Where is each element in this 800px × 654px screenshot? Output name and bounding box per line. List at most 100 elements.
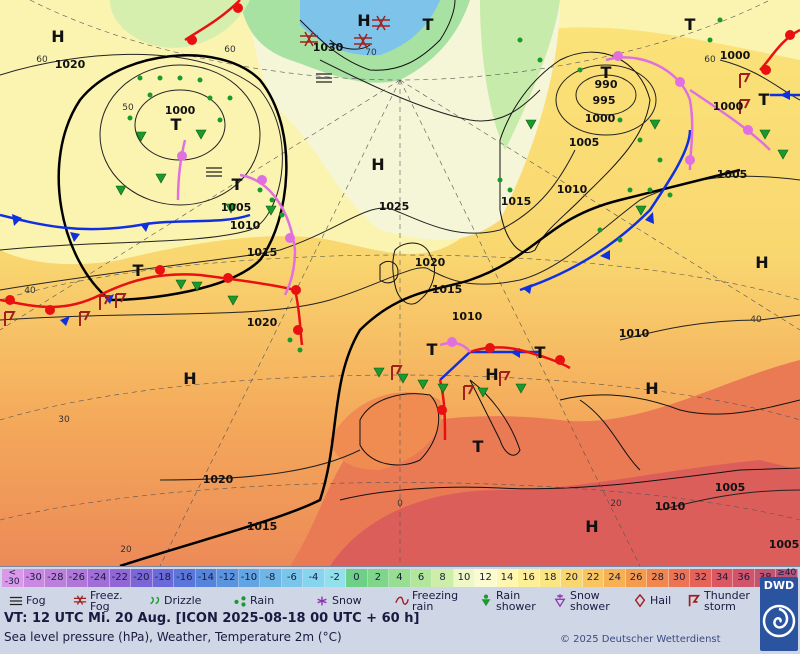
- graticule-label: 60: [704, 55, 716, 65]
- low-pressure-label: T: [427, 340, 438, 359]
- isobar-label: 1025: [379, 200, 410, 213]
- weather-legend-label: Rain: [250, 594, 275, 607]
- temperature-scale-cell: -6: [281, 569, 304, 587]
- isobar-label: 1015: [247, 246, 278, 259]
- isobar-label: 1020: [415, 256, 446, 269]
- graticule-label: 30: [58, 415, 70, 425]
- fog-symbols: [206, 73, 332, 177]
- isobar-label: 1020: [55, 58, 86, 71]
- freezing-rain-icon: [395, 596, 409, 605]
- isobar-label: 1005: [221, 201, 252, 214]
- isobar-label: 1005: [769, 538, 800, 551]
- temperature-scale-cell: 18: [539, 569, 562, 587]
- high-pressure-label: H: [371, 155, 384, 174]
- isobar-label: 1005: [569, 136, 600, 149]
- isobar-label: 995: [593, 94, 616, 107]
- isobar-label: 1030: [313, 41, 344, 54]
- high-pressure-label: H: [357, 11, 370, 30]
- low-pressure-label: T: [473, 437, 484, 456]
- temperature-scale-cell: -22: [109, 569, 132, 587]
- drizzle-icon: [150, 596, 160, 605]
- isobar-label: 1010: [557, 183, 588, 196]
- bold-isobar-1015: [57, 54, 741, 566]
- temperature-scale-cell: 0: [346, 569, 368, 587]
- isobar-label: 1005: [715, 481, 746, 494]
- low-pressure-labels: T T T T T T T T T T: [133, 15, 770, 456]
- high-pressure-labels: H H H H H H H H: [51, 11, 768, 536]
- low-pressure-label: T: [423, 15, 434, 34]
- temperature-scale-cell: 8: [432, 569, 454, 587]
- map-description-text: Sea level pressure (hPa), Weather, Tempe…: [4, 630, 342, 644]
- temperature-scale-cell: -4: [303, 569, 325, 587]
- weather-map: 1020 1000 1005 1010 1015 1020 1025 1030 1020 1015…: [0, 0, 800, 566]
- temperature-scale-cell: 30: [668, 569, 691, 587]
- graticule: [0, 0, 800, 566]
- isobar-label: 1015: [432, 283, 463, 296]
- temperature-scale-cell: -24: [88, 569, 110, 587]
- temperature-scale-cell: 32: [690, 569, 712, 587]
- pressure-labels: 1020 1000 1005 1010 1015 1020 1025 1030 1020 1015…: [55, 41, 800, 551]
- temperature-scale-cell: 16: [518, 569, 540, 587]
- graticule-label: 40: [750, 315, 762, 325]
- isobar-label: 1010: [655, 500, 686, 513]
- dwd-logo-text: DWD: [763, 579, 795, 592]
- rain-shower-icon: [481, 594, 491, 607]
- temperature-scale-cell: -8: [260, 569, 282, 587]
- temperature-scale-cell: 28: [647, 569, 669, 587]
- temperature-scale-cell: 2: [367, 569, 390, 587]
- green-region-northwest: [110, 0, 250, 48]
- isobar-label: 1000: [585, 112, 616, 125]
- fog-icon: [9, 596, 23, 606]
- weather-legend-label: Hail: [650, 594, 672, 607]
- weather-legend-label: Rain shower: [496, 589, 536, 613]
- isobar-label: 1000: [713, 100, 744, 113]
- temperature-scale-cell: -12: [217, 569, 239, 587]
- weather-legend-label: Snow: [332, 594, 362, 607]
- high-pressure-label: H: [183, 369, 196, 388]
- temperature-scale-cell: -20: [131, 569, 153, 587]
- temperature-scale-cell: -16: [174, 569, 196, 587]
- temperature-scale-cell: 12: [475, 569, 497, 587]
- graticule-label: 60: [224, 45, 236, 55]
- snow-shower-icon: [554, 594, 566, 608]
- temperature-scale-cell: -30: [23, 569, 45, 587]
- isobar-label: 1000: [165, 104, 196, 117]
- weather-legend-label: Freezing rain: [412, 589, 459, 613]
- graticule-label: 20: [120, 545, 132, 555]
- low-pressure-label: T: [685, 15, 696, 34]
- hot-region-africa: [330, 460, 800, 566]
- temperature-scale-cell: -26: [66, 569, 89, 587]
- temperature-scale: < -30 -30 -28 -26 -24 -22 -20 -18 -16 -14 -12 -10 -8…: [0, 567, 800, 589]
- snow-icon: [317, 596, 327, 606]
- low-pressure-label: T: [171, 115, 182, 134]
- temperature-scale-cell: 10: [453, 569, 476, 587]
- weather-legend-label: Thunder storm: [704, 589, 750, 613]
- weather-symbol-legend: Fog Freez. Fog Drizzle Rain Snow Freezing rai…: [0, 590, 760, 612]
- temperature-scale-cell: 20: [561, 569, 583, 587]
- isobar-label: 1020: [203, 473, 234, 486]
- temperature-scale-cell: 4: [389, 569, 411, 587]
- weather-legend-label: Snow shower: [570, 589, 610, 613]
- isobar-label: 1010: [452, 310, 483, 323]
- temperature-scale-cell: 22: [582, 569, 605, 587]
- low-pressure-label: T: [535, 343, 546, 362]
- dwd-logo-swirl-icon: [762, 604, 796, 638]
- weather-legend-label: Fog: [26, 594, 46, 607]
- temperature-scale-cell: 24: [604, 569, 626, 587]
- temperature-scale-cell: -10: [238, 569, 261, 587]
- weather-legend-label: Drizzle: [164, 594, 202, 607]
- warm-front-semicircles: [5, 3, 795, 415]
- high-pressure-label: H: [755, 253, 768, 272]
- freezing-fog-symbols: [300, 15, 390, 49]
- graticule-label: 40: [24, 286, 36, 296]
- temperature-scale-cell: 34: [711, 569, 734, 587]
- thunderstorm-symbols: [4, 73, 751, 400]
- occluded-front-symbols: [177, 51, 753, 347]
- rain-symbols: [127, 17, 723, 353]
- graticule-label: 70: [365, 48, 377, 58]
- low-pressure-label: T: [601, 63, 612, 82]
- isobar-label: 1020: [247, 316, 278, 329]
- low-pressure-label: T: [232, 175, 243, 194]
- high-pressure-label: H: [485, 365, 498, 384]
- green-region-scandinavia: [480, 0, 560, 150]
